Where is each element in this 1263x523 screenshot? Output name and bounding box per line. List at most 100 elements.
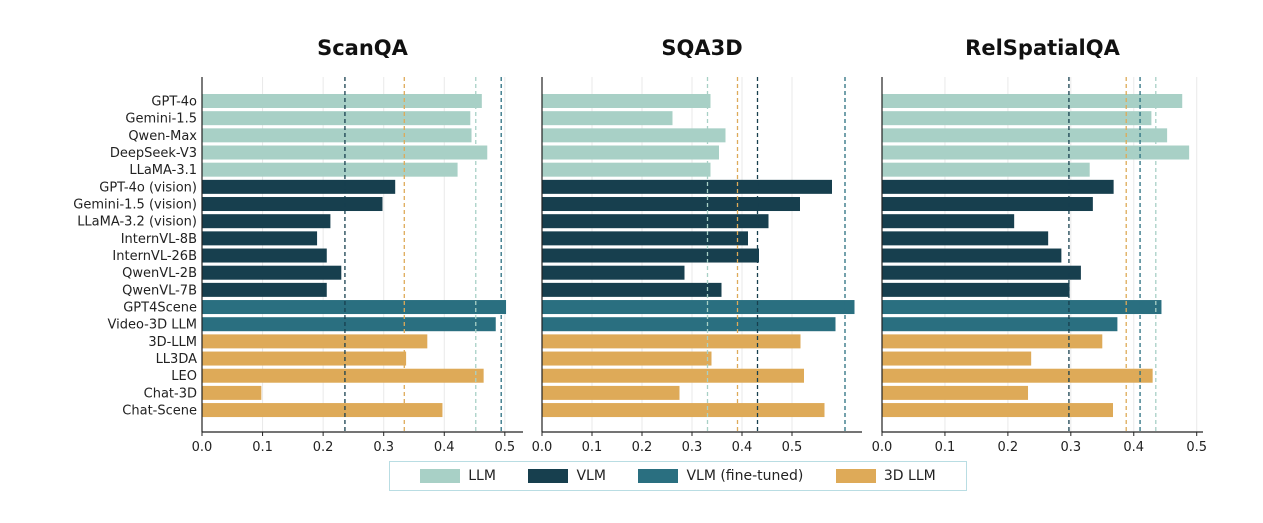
category-label-gpt-4o-vision: GPT-4o (vision) [99,180,197,195]
panel-relspatialqa-bar-3d-llm [882,334,1103,349]
panel-scanqa-bar-qwenvl-2b [202,265,342,280]
category-label-chat-3d: Chat-3D [144,386,197,401]
panel-relspatialqa-bar-gpt-4o [882,94,1183,108]
panel-scanqa-bar-chat-3d [202,385,262,400]
category-label-qwenvl-7b: QwenVL-7B [122,283,197,298]
legend-item-vlm: VLM [528,468,606,484]
legend-item-vlm-finetuned: VLM (fine-tuned) [638,468,803,484]
panel-relspatialqa-bar-qwenvl-7b [882,282,1070,297]
panel-relspatialqa-tick-label-2: 0.2 [998,440,1019,455]
panel-relspatialqa-tick-label-1: 0.1 [935,440,956,455]
panel-sqa3d-bar-3d-llm [542,334,801,349]
legend: LLM VLM VLM (fine-tuned) 3D LLM [389,461,967,491]
panel-scanqa-bar-llama-3-1 [202,162,458,177]
panel-scanqa-bar-ll3da [202,351,407,366]
panel-sqa3d-bar-gemini-1-5 [542,111,673,126]
panel-relspatialqa-bar-chat-scene [882,403,1113,418]
panel-scanqa-bar-llama-3-2-vision [202,214,331,229]
category-label-chat-scene: Chat-Scene [122,404,197,419]
panel-sqa3d-bar-gemini-1-5-vision [542,197,800,212]
panel-sqa3d-bar-chat-scene [542,403,825,418]
panel-relspatialqa-tick-label-5: 0.5 [1186,440,1207,455]
category-label-deepseek-v3: DeepSeek-V3 [110,146,197,161]
panel-relspatialqa-tick-label-3: 0.3 [1060,440,1081,455]
panel-relspatialqa-tick-label-4: 0.4 [1123,440,1144,455]
panel-scanqa-bar-gemini-1-5 [202,111,471,126]
category-label-qwen-max: Qwen-Max [128,129,197,144]
panel-scanqa-bar-qwenvl-7b [202,282,327,297]
legend-label-3d-llm: 3D LLM [883,468,936,484]
category-label-llama-3-1: LLaMA-3.1 [129,163,197,178]
panel-sqa3d-tick-label-1: 0.1 [582,440,603,455]
panel-sqa3d-bar-llama-3-2-vision [542,214,769,229]
panel-relspatialqa-title: RelSpatialQA [965,36,1120,60]
panel-relspatialqa-bar-gemini-1-5-vision [882,197,1093,212]
category-label-gpt4scene: GPT4Scene [123,301,197,316]
panel-relspatialqa-bar-llama-3-1 [882,162,1090,177]
panel-sqa3d-bar-qwenvl-2b [542,265,685,280]
legend-swatch-vlm-finetuned [638,469,679,483]
panel-relspatialqa-bar-internvl-26b [882,248,1062,263]
panel-scanqa-bar-chat-scene [202,403,443,418]
panel-sqa3d-bar-internvl-8b [542,231,748,246]
panel-relspatialqa-bar-gpt-4o-vision [882,179,1114,194]
panel-sqa3d-bar-qwenvl-7b [542,282,722,297]
panel-relspatialqa-bar-llama-3-2-vision [882,214,1015,229]
legend-label-llm: LLM [468,468,496,484]
panel-relspatialqa-bar-chat-3d [882,385,1029,400]
panel-scanqa-tick-label-1: 0.1 [252,440,273,455]
panel-relspatialqa-bar-internvl-8b [882,231,1049,246]
panel-scanqa-tick-label-2: 0.2 [313,440,334,455]
legend-swatch-vlm [528,469,569,483]
panel-relspatialqa-bar-gpt4scene [882,300,1162,315]
panel-scanqa-bar-internvl-8b [202,231,318,246]
panel-scanqa-bar-gpt-4o [202,94,482,108]
category-label-3d-llm: 3D-LLM [148,335,197,350]
panel-sqa3d-tick-label-2: 0.2 [632,440,653,455]
category-label-video-3d-llm: Video-3D LLM [108,318,197,333]
panel-relspatialqa-tick-label-0: 0.0 [872,440,893,455]
category-label-leo: LEO [171,369,197,384]
category-label-gpt-4o: GPT-4o [151,95,197,110]
panel-scanqa-tick-label-3: 0.3 [373,440,394,455]
panel-sqa3d-title: SQA3D [661,36,742,60]
category-label-llama-3-2-vision: LLaMA-3.2 (vision) [77,215,197,230]
legend-swatch-llm [420,469,461,483]
panel-sqa3d-bar-chat-3d [542,385,680,400]
panel-scanqa-bar-gemini-1-5-vision [202,197,383,212]
panel-sqa3d-bar-video-3d-llm [542,317,836,332]
panel-scanqa-bar-gpt4scene [202,300,507,315]
panel-relspatialqa-bar-gemini-1-5 [882,111,1152,126]
panel-sqa3d-bar-gpt-4o [542,94,711,108]
panel-sqa3d-tick-label-5: 0.5 [782,440,803,455]
panel-scanqa-bar-qwen-max [202,128,472,143]
panel-sqa3d-bar-qwen-max [542,128,726,143]
category-label-qwenvl-2b: QwenVL-2B [122,266,197,281]
panel-sqa3d-tick-label-0: 0.0 [532,440,553,455]
panel-scanqa-bar-internvl-26b [202,248,327,263]
panel-relspatialqa-bar-deepseek-v3 [882,145,1190,160]
panel-relspatialqa-bar-video-3d-llm [882,317,1118,332]
panel-relspatialqa-bar-ll3da [882,351,1032,366]
panel-relspatialqa-bar-qwenvl-2b [882,265,1081,280]
panel-sqa3d-bar-ll3da [542,351,712,366]
panel-sqa3d-bar-internvl-26b [542,248,759,263]
legend-item-3d-llm: 3D LLM [835,468,936,484]
panel-sqa3d-bar-leo [542,368,804,383]
panel-relspatialqa-bar-leo [882,368,1153,383]
legend-item-llm: LLM [420,468,496,484]
legend-swatch-3d-llm [835,469,876,483]
panel-scanqa-bar-deepseek-v3 [202,145,488,160]
category-label-ll3da: LL3DA [156,352,198,367]
panel-sqa3d-tick-label-3: 0.3 [682,440,703,455]
panel-sqa3d-bar-deepseek-v3 [542,145,719,160]
category-label-internvl-8b: InternVL-8B [121,232,197,247]
panel-scanqa-bar-3d-llm [202,334,428,349]
legend-label-vlm-finetuned: VLM (fine-tuned) [686,468,804,484]
panel-scanqa-tick-label-0: 0.0 [192,440,213,455]
panel-sqa3d-bar-gpt4scene [542,300,855,315]
panel-scanqa-tick-label-4: 0.4 [434,440,455,455]
panel-sqa3d-tick-label-4: 0.4 [732,440,753,455]
legend-label-vlm: VLM [576,468,606,484]
